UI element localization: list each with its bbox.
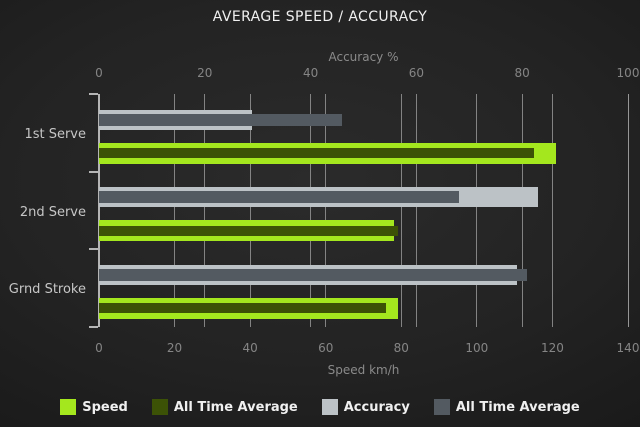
gridline-speed	[325, 94, 327, 327]
gridline-speed	[174, 94, 176, 327]
top-axis-tick-label: 20	[197, 66, 213, 80]
bar-accuracy-all-time-average	[99, 191, 459, 204]
top-axis-tick-label: 60	[408, 66, 425, 80]
category-axis-tick	[89, 326, 98, 328]
gridline-accuracy	[415, 94, 417, 327]
bottom-axis-tick-label: 120	[540, 341, 564, 355]
gridline-speed	[400, 94, 402, 327]
gridline-accuracy	[310, 94, 312, 327]
legend-item: Speed	[60, 399, 128, 415]
category-label: Grnd Stroke	[8, 282, 86, 298]
category-label: 1st Serve	[24, 127, 86, 142]
legend-item: All Time Average	[433, 399, 580, 415]
gridline-speed	[476, 94, 478, 327]
bottom-axis-tick-label: 100	[465, 341, 489, 355]
gridline-accuracy	[521, 94, 523, 327]
bar-accuracy-all-time-average	[99, 113, 343, 126]
category-label: 2nd Serve	[19, 204, 86, 220]
legend-swatch-icon	[60, 399, 77, 415]
top-axis-tick-label: 0	[95, 66, 103, 80]
chart-title: AVERAGE SPEED / ACCURACY	[212, 9, 428, 25]
bottom-axis-tick-label: 20	[166, 341, 183, 355]
bar-speed-all-time-average	[99, 303, 387, 314]
category-axis-line	[97, 94, 100, 327]
top-axis-title: Accuracy %	[328, 50, 399, 64]
legend-swatch-icon	[151, 399, 168, 415]
top-axis-tick-label: 100	[616, 66, 640, 80]
gridline-speed	[249, 94, 251, 327]
legend-item: Accuracy	[321, 399, 410, 415]
category-axis-tick	[89, 93, 98, 95]
gridline-speed	[551, 94, 553, 327]
category-axis-tick	[89, 170, 98, 173]
top-axis-tick-label: 80	[514, 66, 530, 80]
bottom-axis-tick-label: 60	[318, 341, 334, 355]
bar-speed-all-time-average	[99, 225, 398, 236]
legend-label: Accuracy	[343, 399, 410, 415]
legend: Speed All Time Average Accuracy All Time Av…	[0, 398, 640, 416]
legend-swatch-icon	[321, 399, 338, 415]
bottom-axis-tick-label: 80	[393, 341, 409, 355]
gridline-speed	[627, 94, 629, 327]
bar-accuracy-all-time-average	[99, 268, 528, 281]
bar-speed-all-time-average	[99, 148, 534, 158]
legend-label: Speed	[82, 399, 128, 415]
legend-label: All Time Average	[173, 399, 298, 415]
bottom-axis-tick-label: 40	[242, 341, 258, 355]
category-axis-tick	[89, 248, 98, 251]
gridline-accuracy	[204, 94, 206, 327]
bottom-axis-title: Speed km/h	[327, 363, 400, 377]
bottom-axis-tick-label: 140	[616, 341, 640, 355]
legend-item: All Time Average	[151, 399, 298, 415]
legend-swatch-icon	[433, 399, 450, 415]
bottom-axis-tick-label: 0	[95, 341, 103, 355]
legend-label: All Time Average	[455, 399, 580, 415]
top-axis-tick-label: 40	[302, 66, 319, 80]
